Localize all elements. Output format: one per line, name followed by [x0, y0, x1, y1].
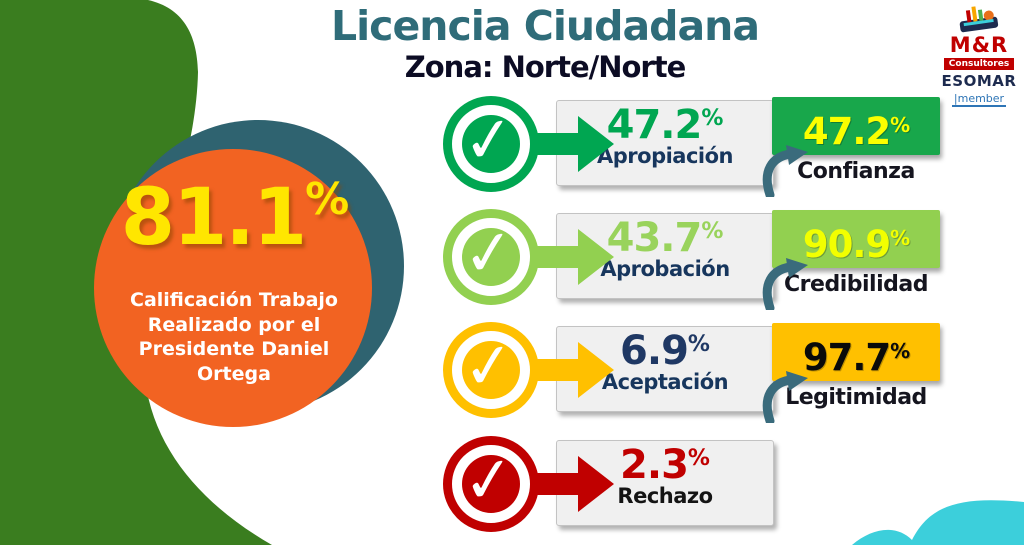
page-subtitle: Zona: Norte/Norte [404, 50, 687, 84]
logo-esomar: ESOMAR [941, 72, 1017, 90]
metric-value: 2.3% [620, 442, 710, 488]
right-arrow-icon [528, 456, 614, 512]
percent-sign: % [305, 174, 350, 225]
right-arrow-icon [528, 116, 614, 172]
right-arrow-icon [528, 342, 614, 398]
side-value: 97.7% [802, 336, 910, 379]
checkmark-circle-icon: ✓ [443, 209, 539, 305]
curved-arrow-icon [762, 145, 808, 197]
checkmark-circle-icon: ✓ [443, 322, 539, 418]
metric-row-aceptacion: ✓ 6.9% Aceptación 97.7% Legitimidad [440, 321, 1024, 434]
side-label: Credibilidad [784, 272, 928, 297]
side-label: Confianza [797, 159, 915, 184]
checkmark-circle-icon: ✓ [443, 96, 539, 192]
metric-row-apropiacion: ✓ 47.2% Apropiación 47.2% Confianza [440, 95, 1024, 208]
logo-member: |member [951, 92, 1007, 107]
highlight-caption: Calificación Trabajo Realizado por el Pr… [130, 289, 338, 386]
metric-row-aprobacion: ✓ 43.7% Aprobación 90.9% Credibilidad [440, 208, 1024, 321]
orange-circle [94, 149, 372, 427]
metric-label: Aceptación [601, 370, 729, 394]
side-box: 97.7% [772, 323, 940, 381]
curved-arrow-icon [762, 371, 808, 423]
page-title: Licencia Ciudadana [331, 2, 760, 50]
mr-consultores-logo: M&R Consultores ESOMAR |member [936, 5, 1022, 107]
side-value: 90.9% [802, 223, 910, 266]
metric-label: Aprobación [600, 257, 730, 281]
logo-consultores: Consultores [944, 58, 1014, 70]
curved-arrow-icon [762, 258, 808, 310]
cyan-wave-shape [852, 500, 1024, 545]
metric-value: 43.7% [606, 215, 724, 261]
right-arrow-icon [528, 229, 614, 285]
logo-name: M&R [949, 33, 1009, 57]
metric-row-rechazo: ✓ 2.3% Rechazo [440, 435, 1024, 545]
side-box: 90.9% [772, 210, 940, 268]
metric-value: 6.9% [620, 328, 710, 374]
highlight-value: 81.1% [120, 173, 350, 263]
side-label: Legitimidad [785, 385, 927, 410]
metric-label: Rechazo [617, 484, 713, 508]
side-value: 47.2% [802, 110, 910, 153]
side-box: 47.2% [772, 97, 940, 155]
checkmark-circle-icon: ✓ [443, 436, 539, 532]
logo-chart-icon [959, 6, 999, 33]
metric-label: Apropiación [597, 144, 734, 168]
metric-value: 47.2% [606, 102, 724, 148]
